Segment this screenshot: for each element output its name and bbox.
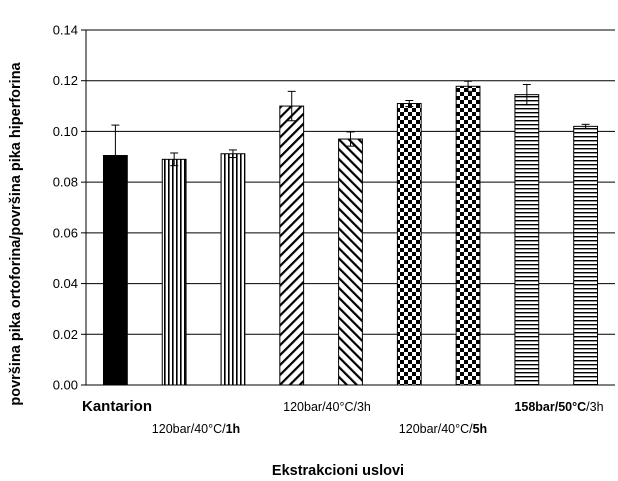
y-tick-labels: 0.00 0.02 0.04 0.06 0.08 0.10 0.12 0.14 (53, 23, 78, 393)
error-bar-8 (522, 84, 531, 106)
y-tick-label: 0.08 (53, 175, 78, 190)
category-label-part: 5h (473, 422, 488, 436)
error-bar-6 (405, 99, 414, 108)
y-tick-label: 0.10 (53, 124, 78, 139)
error-bar-4 (287, 90, 296, 122)
bar-6 (396, 103, 422, 386)
bar-1 (102, 155, 128, 386)
bar-5 (338, 138, 363, 386)
category-label-part: 158bar/50°C (514, 400, 586, 414)
category-label-5: 158bar/50°C/3h (514, 400, 603, 414)
bar-2 (161, 158, 187, 386)
error-bar-9 (581, 123, 590, 129)
error-bar-3 (228, 149, 237, 159)
error-bars (111, 80, 590, 187)
y-tick-label: 0.12 (53, 73, 78, 88)
y-tick-label: 0.14 (53, 23, 78, 38)
y-tick-label: 0.00 (53, 378, 78, 393)
category-label-part: /3h (586, 400, 603, 414)
bar-4 (279, 105, 305, 386)
y-tick-label: 0.06 (53, 225, 78, 240)
error-bar-1 (111, 124, 120, 187)
y-tick-label: 0.02 (53, 327, 78, 342)
error-bar-2 (170, 152, 179, 167)
bar-8 (514, 94, 540, 386)
bar-7 (455, 85, 481, 386)
bar-3 (220, 153, 246, 386)
category-label-1: Kantarion (82, 398, 152, 415)
y-tick-label: 0.04 (53, 276, 78, 291)
category-label-part: 120bar/40°C/3h (283, 400, 371, 414)
error-bar-5 (346, 131, 355, 147)
category-label-part: 120bar/40°C/ (399, 422, 473, 436)
y-axis-title: površina pika ortoforina/površina pika h… (8, 61, 24, 405)
x-category-labels: Kantarion120bar/40°C/1h120bar/40°C/3h120… (82, 398, 604, 436)
category-label-4: 120bar/40°C/5h (399, 422, 487, 436)
x-axis-title: Ekstrakcioni uslovi (272, 463, 404, 479)
category-label-part: 1h (226, 422, 241, 436)
category-label-part: Kantarion (82, 398, 152, 415)
category-label-part: 120bar/40°C/ (152, 422, 226, 436)
category-label-2: 120bar/40°C/1h (152, 422, 240, 436)
bar-9 (573, 125, 599, 386)
bars (102, 85, 599, 386)
error-bar-7 (464, 80, 473, 92)
category-label-3: 120bar/40°C/3h (283, 400, 371, 414)
